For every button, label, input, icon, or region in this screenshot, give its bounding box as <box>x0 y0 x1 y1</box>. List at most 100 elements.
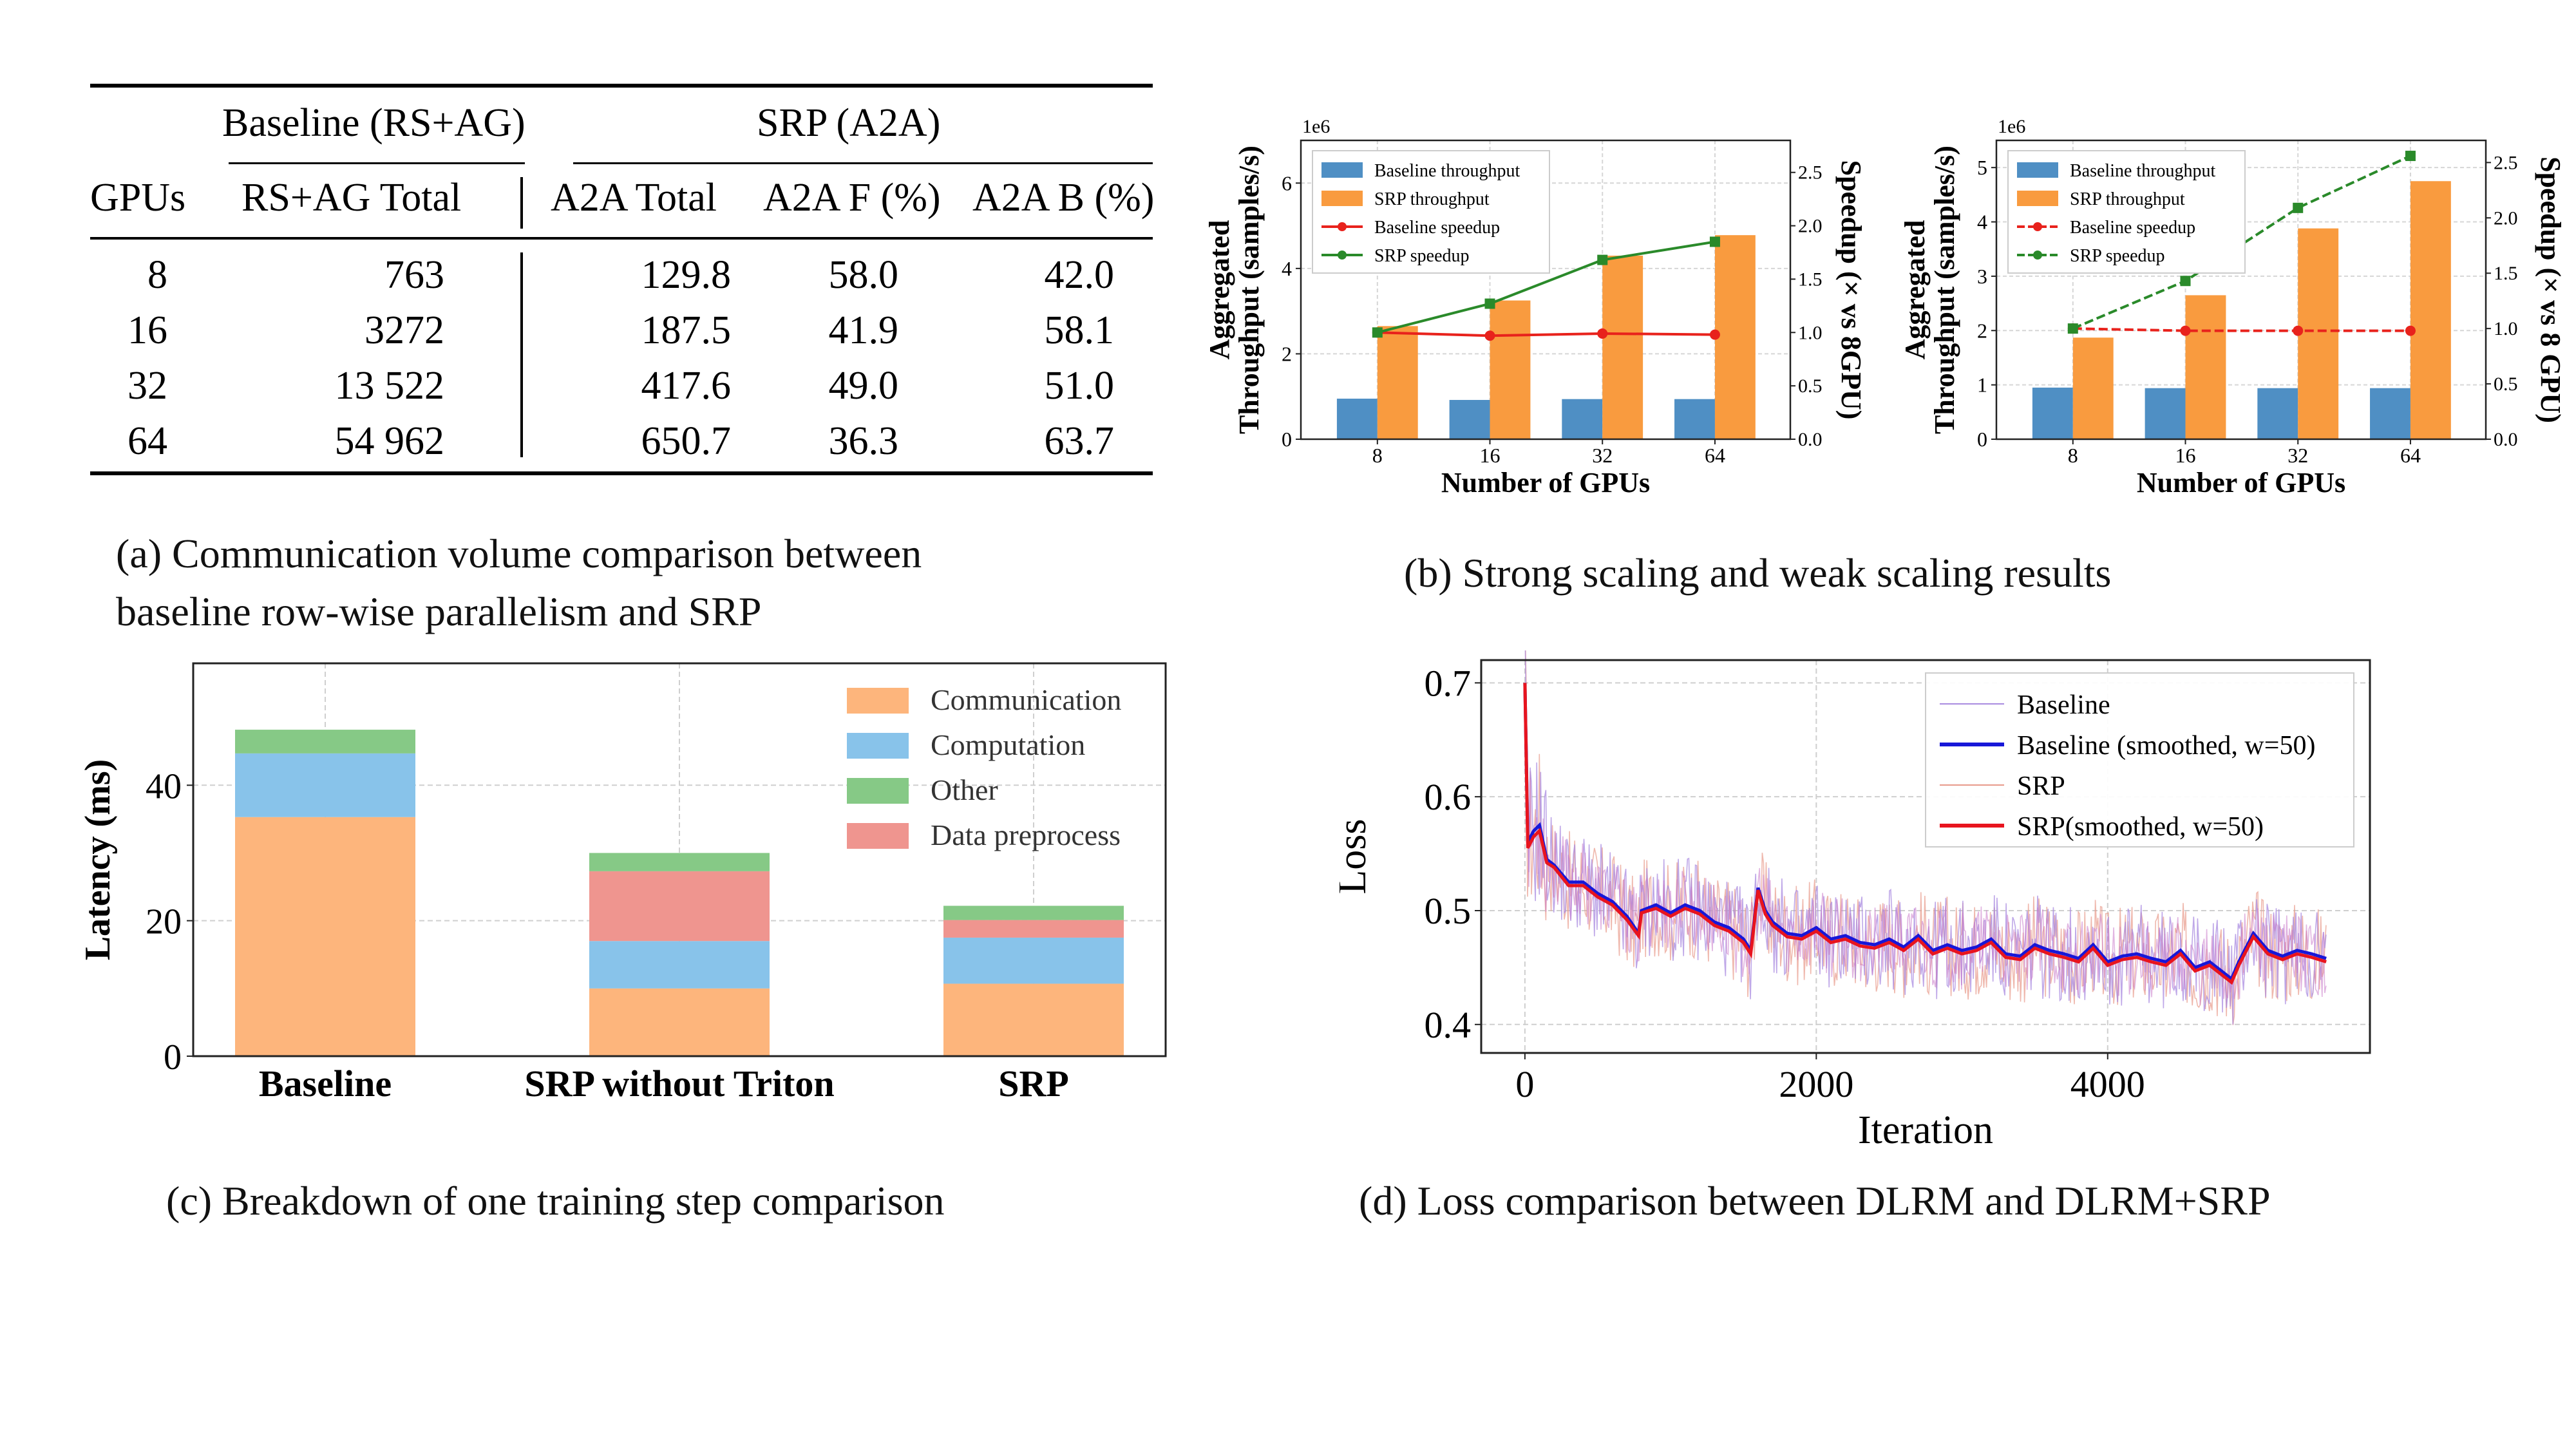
x-tick-label: 64 <box>2400 444 2421 467</box>
y2-tick-label: 2.0 <box>2494 207 2518 229</box>
stacked-segment-other <box>235 730 415 753</box>
x-tick-label: 8 <box>1372 444 1383 467</box>
stacked-segment-computation <box>943 937 1124 984</box>
srp-throughput-bar <box>1377 326 1418 439</box>
srp-speedup-line <box>1377 240 1716 334</box>
srp-speedup-marker <box>1597 254 1608 265</box>
x-tick-label: SRP without Triton <box>524 1063 834 1104</box>
baseline-speedup-line <box>2072 327 2410 332</box>
srp-speedup-marker <box>1709 236 1720 247</box>
baseline-throughput-bar <box>2145 388 2186 439</box>
table-cell: 187.5 <box>641 308 732 352</box>
y-tick-label: 1 <box>1977 374 1987 397</box>
col-header-gpus: GPUs <box>90 176 186 220</box>
col-header-a2a-b: A2A B (%) <box>972 176 1155 220</box>
x-tick-label: 16 <box>2175 444 2196 467</box>
legend-swatch <box>2017 162 2058 178</box>
stacked-segment-computation <box>589 941 770 989</box>
y2-tick-label: 0.5 <box>1798 375 1823 397</box>
y2-tick-label: 2.5 <box>1798 162 1823 184</box>
legend-swatch <box>847 778 909 804</box>
srp-throughput-bar <box>1602 255 1643 439</box>
legend-label: SRP <box>2017 772 2065 801</box>
legend-label: Data preprocess <box>931 819 1121 851</box>
baseline-throughput-bar <box>1449 400 1490 439</box>
stacked-segment-communication <box>943 983 1124 1056</box>
srp-throughput-bar <box>2298 228 2339 439</box>
x-tick-label: 4000 <box>2070 1063 2145 1105</box>
srp-throughput-bar <box>1490 300 1531 439</box>
body-vertical-rule <box>520 252 523 457</box>
y-axis-title-line1: Aggregated <box>1899 220 1931 360</box>
legend-swatch <box>2017 191 2058 206</box>
y-tick-label: 4 <box>1977 211 1987 234</box>
srp-throughput-bar <box>2410 181 2451 439</box>
baseline-smoothed-line <box>1523 683 2327 982</box>
y-scale-label: 1e6 <box>1302 116 1330 137</box>
table-cell: 3272 <box>365 308 444 352</box>
table-cell: 58.0 <box>828 253 899 297</box>
legend-swatch <box>847 733 909 759</box>
srp-throughput-bar <box>2072 337 2114 439</box>
x-tick-label: 2000 <box>1779 1063 1853 1105</box>
x-tick-label: 0 <box>1515 1063 1534 1105</box>
table-cell: 417.6 <box>641 364 732 408</box>
y2-tick-label: 1.0 <box>1798 322 1823 343</box>
legend-label: Computation <box>931 728 1085 761</box>
y-tick-label: 2 <box>1977 319 1987 342</box>
legend-label: Baseline (smoothed, w=50) <box>2017 731 2315 761</box>
caption-b: (b) Strong scaling and weak scaling resu… <box>1404 550 2112 596</box>
legend-marker <box>1338 251 1347 260</box>
legend-label: Communication <box>931 683 1121 716</box>
baseline-speedup-marker <box>2405 325 2416 336</box>
srp-raw-line <box>1525 650 2327 1025</box>
baseline-speedup-marker <box>2180 325 2191 336</box>
table-cell: 64 <box>128 419 167 463</box>
baseline-throughput-bar <box>1336 399 1378 439</box>
srp-throughput-bar <box>2185 295 2226 439</box>
table-cell: 13 522 <box>334 364 445 408</box>
legend-swatch <box>847 688 909 714</box>
stacked-segment-communication <box>589 988 770 1056</box>
y-axis-title-line2: Throughput (samples/s) <box>1929 146 1960 434</box>
x-tick-label: Baseline <box>259 1063 392 1104</box>
y-tick-label: 6 <box>1282 171 1292 194</box>
y-tick-label: 0.4 <box>1425 1004 1472 1046</box>
plot-frame <box>1480 659 2371 1054</box>
stacked-segment-communication <box>235 817 415 1056</box>
srp-speedup-marker <box>1372 327 1383 338</box>
legend-label: Other <box>931 773 998 806</box>
y-tick-label: 0.5 <box>1425 890 1472 932</box>
baseline-speedup-marker <box>1709 329 1720 340</box>
y-tick-label: 20 <box>146 902 182 942</box>
legend-label: SRP speedup <box>1374 246 1470 266</box>
stacked-segment-computation <box>235 753 415 817</box>
y-tick-label: 3 <box>1977 265 1987 288</box>
caption-a-line1: (a) Communication volume comparison betw… <box>116 531 922 576</box>
y-axis-title: Latency (ms) <box>78 759 118 961</box>
table-cell: 32 <box>128 364 167 408</box>
plot-frame <box>1995 139 2487 440</box>
table-top-rule <box>90 84 1153 88</box>
y-tick-label: 0.6 <box>1425 776 1472 818</box>
table-mid-rule <box>90 237 1153 240</box>
y-tick-label: 5 <box>1977 156 1987 179</box>
legend-marker <box>1338 222 1347 231</box>
caption-c: (c) Breakdown of one training step compa… <box>166 1178 945 1224</box>
table-cell: 8 <box>147 253 167 297</box>
baseline-speedup-marker <box>1484 330 1495 341</box>
baseline-throughput-bar <box>2370 388 2410 439</box>
legend-label: Baseline throughput <box>2070 161 2216 181</box>
y2-axis-title: Speedup (× vs 8GPU) <box>1835 160 1867 420</box>
table-cell: 36.3 <box>828 419 899 463</box>
plot-frame <box>192 662 1167 1057</box>
baseline-speedup-marker <box>2293 325 2304 336</box>
baseline-throughput-bar <box>2032 387 2073 439</box>
legend-label: SRP(smoothed, w=50) <box>2017 812 2264 842</box>
group-header-baseline: Baseline (RS+AG) <box>222 101 526 145</box>
x-axis-title: Number of GPUs <box>2137 467 2345 498</box>
y-tick-label: 0.7 <box>1425 662 1472 704</box>
y2-tick-label: 1.5 <box>1798 269 1823 290</box>
y2-tick-label: 2.5 <box>2494 152 2518 173</box>
srp-group-rule <box>573 162 1153 164</box>
